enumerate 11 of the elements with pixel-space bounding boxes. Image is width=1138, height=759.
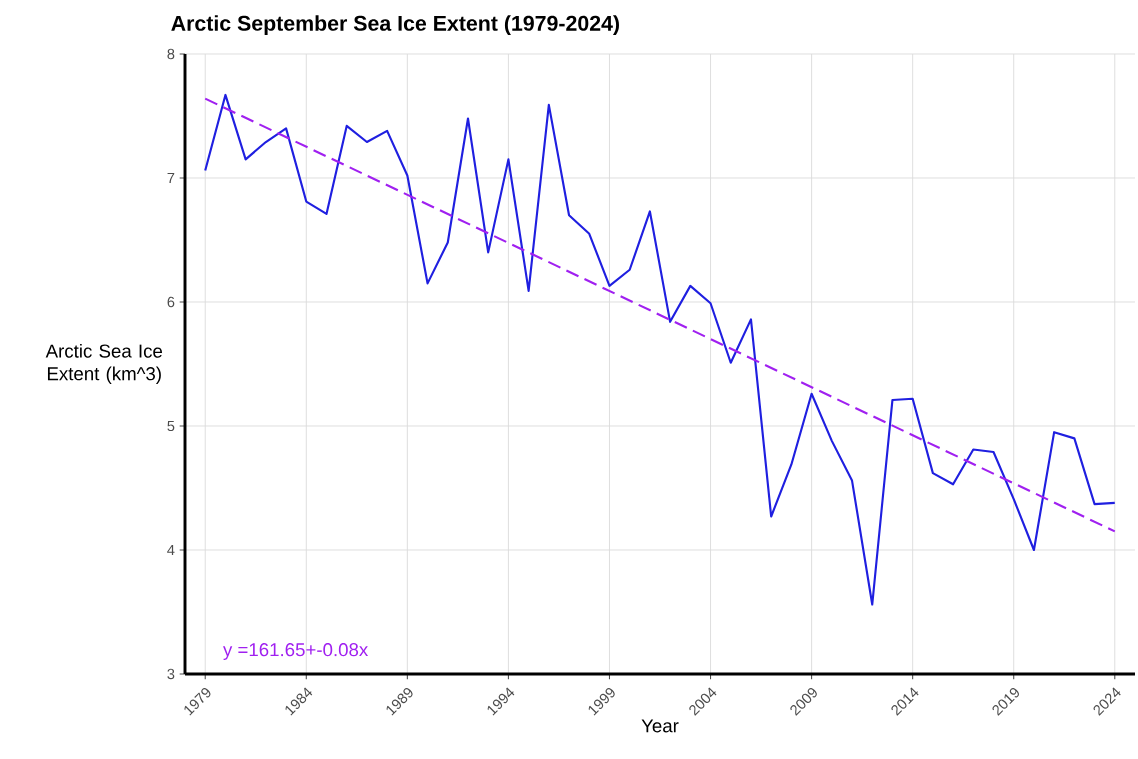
x-axis-title: Year	[641, 719, 679, 733]
y-tick-label: 7	[167, 172, 175, 184]
y-tick-label: 8	[167, 48, 175, 60]
y-axis-title: Arctic Sea Ice Extent (km^3)	[45, 343, 163, 385]
line-series	[204, 93, 1116, 606]
y-tick-label: 3	[167, 668, 175, 680]
chart-title: Arctic September Sea Ice Extent (1979-2024)	[171, 15, 619, 36]
annotation: y =161.65+-0.08x	[223, 643, 369, 660]
y-tick-label: 4	[167, 544, 175, 556]
y-tick-label: 6	[167, 296, 175, 308]
y-tick-label: 5	[167, 420, 175, 432]
